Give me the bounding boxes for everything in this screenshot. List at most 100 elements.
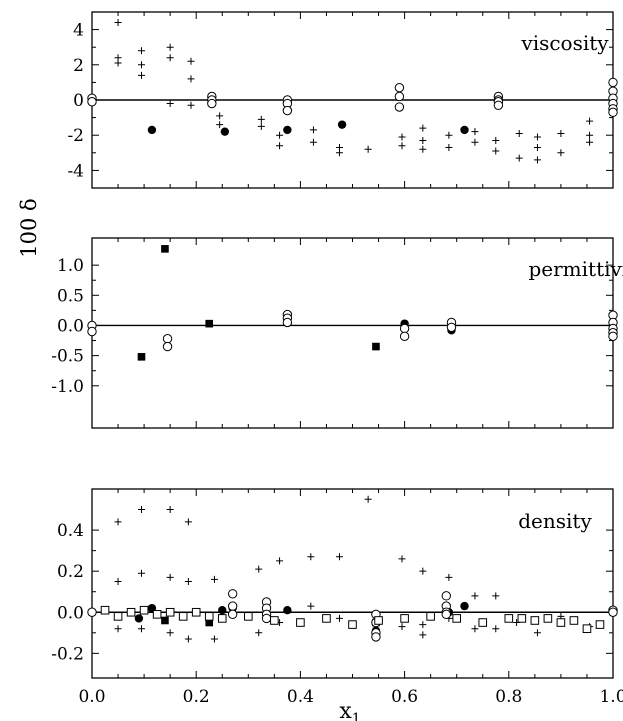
data-point-open-square [348, 620, 357, 629]
x-tick-label: 0.2 [183, 687, 210, 707]
data-point-open-square [113, 612, 123, 621]
data-point-open-circle [162, 334, 173, 344]
data-point-open-square [452, 614, 461, 623]
y-tick-label: 0.4 [57, 521, 84, 541]
data-point-plus [335, 614, 343, 622]
data-point-open-circle [261, 613, 272, 624]
data-point-open-circle [282, 317, 293, 328]
data-point-open-square [270, 616, 279, 625]
y-tick-label: 1.0 [57, 256, 84, 276]
data-point-plus [166, 100, 174, 108]
data-point-plus [419, 567, 427, 575]
data-point-plus [114, 19, 122, 27]
data-point-filled-circle [220, 127, 230, 136]
y-tick-label: 0.5 [57, 286, 84, 306]
data-point-open-square [517, 614, 527, 623]
y-tick-label: 0.0 [57, 603, 84, 623]
data-point-plus [533, 629, 541, 637]
data-point-open-circle [493, 100, 504, 110]
data-point-plus [398, 142, 406, 150]
data-point-plus [586, 138, 594, 146]
data-point-plus [137, 61, 145, 69]
y-tick-label: 0.0 [57, 316, 84, 336]
data-point-plus [184, 577, 192, 585]
data-point-plus [364, 145, 372, 153]
data-point-open-square [178, 612, 188, 621]
data-point-open-circle [608, 607, 618, 617]
data-point-plus [419, 145, 427, 153]
data-point-plus [471, 625, 479, 633]
data-point-plus [471, 592, 479, 600]
data-point-plus [210, 635, 218, 643]
data-point-plus [276, 557, 284, 565]
data-point-open-square [530, 616, 540, 625]
data-point-plus [533, 144, 541, 152]
data-point-plus [445, 131, 453, 139]
data-point-open-circle [207, 98, 217, 109]
data-point-plus [307, 553, 315, 561]
data-point-open-square [217, 614, 227, 623]
data-point-open-square [426, 612, 435, 621]
data-point-open-square [543, 614, 553, 623]
x-axis-label-subscript: 1 [352, 711, 361, 721]
data-point-plus [187, 101, 195, 109]
y-tick-label: -0.5 [51, 347, 84, 367]
data-point-filled-circle [283, 606, 292, 615]
data-point-plus [309, 138, 317, 146]
data-point-plus [276, 131, 284, 139]
data-point-filled-circle [460, 125, 469, 135]
y-tick-label: -0.2 [51, 644, 84, 664]
data-point-open-square [595, 620, 605, 629]
data-point-plus [492, 592, 500, 600]
data-point-plus [398, 133, 406, 141]
y-tick-label: -1.0 [51, 377, 84, 397]
data-point-plus [166, 573, 174, 581]
data-point-plus [492, 147, 500, 155]
data-point-plus [187, 75, 195, 83]
data-point-open-circle [227, 609, 238, 620]
data-point-plus [471, 128, 479, 136]
data-point-plus [216, 121, 224, 129]
panel-annotation: viscosity [520, 31, 609, 55]
data-point-open-circle [441, 591, 451, 601]
y-tick-label: 0.2 [57, 562, 84, 582]
data-point-plus [166, 629, 174, 637]
data-point-filled-circle [147, 125, 157, 135]
data-point-plus [492, 136, 500, 144]
panel-annotation: density [518, 509, 592, 533]
data-point-plus [307, 602, 315, 610]
data-point-plus [137, 625, 145, 633]
data-point-plus [257, 122, 265, 130]
data-point-filled-square [372, 342, 380, 351]
data-point-plus [114, 518, 122, 526]
x-tick-label: 0.6 [391, 687, 418, 707]
data-point-plus [398, 623, 406, 631]
x-tick-label: 1.0 [599, 687, 623, 707]
data-point-open-circle [394, 102, 405, 112]
data-point-open-square [100, 605, 110, 615]
data-point-plus [557, 129, 565, 137]
data-point-open-square [374, 616, 383, 625]
panel-permittivity: -1.0 -0.5 0.0 0.5 1.0 permittivity [51, 237, 623, 429]
data-point-filled-circle [337, 120, 347, 129]
data-point-plus [137, 47, 145, 55]
data-point-filled-circle [218, 606, 227, 615]
data-point-open-square [400, 614, 409, 623]
data-point-plus [184, 635, 192, 643]
data-point-open-square [152, 610, 162, 619]
data-point-open-circle [87, 326, 97, 337]
data-point-open-square [126, 607, 136, 617]
data-point-plus [398, 555, 406, 563]
data-point-open-circle [87, 97, 97, 107]
data-point-open-circle [394, 91, 405, 102]
y-tick-label: 4 [73, 21, 84, 41]
data-point-plus [166, 43, 174, 51]
data-point-plus [216, 112, 224, 120]
y-tick-label: -2 [67, 126, 84, 146]
data-point-filled-square [205, 618, 214, 627]
data-point-plus [276, 142, 284, 150]
data-point-plus [586, 131, 594, 139]
data-point-open-circle [227, 601, 238, 611]
data-point-plus [445, 144, 453, 152]
data-point-plus [137, 506, 145, 514]
